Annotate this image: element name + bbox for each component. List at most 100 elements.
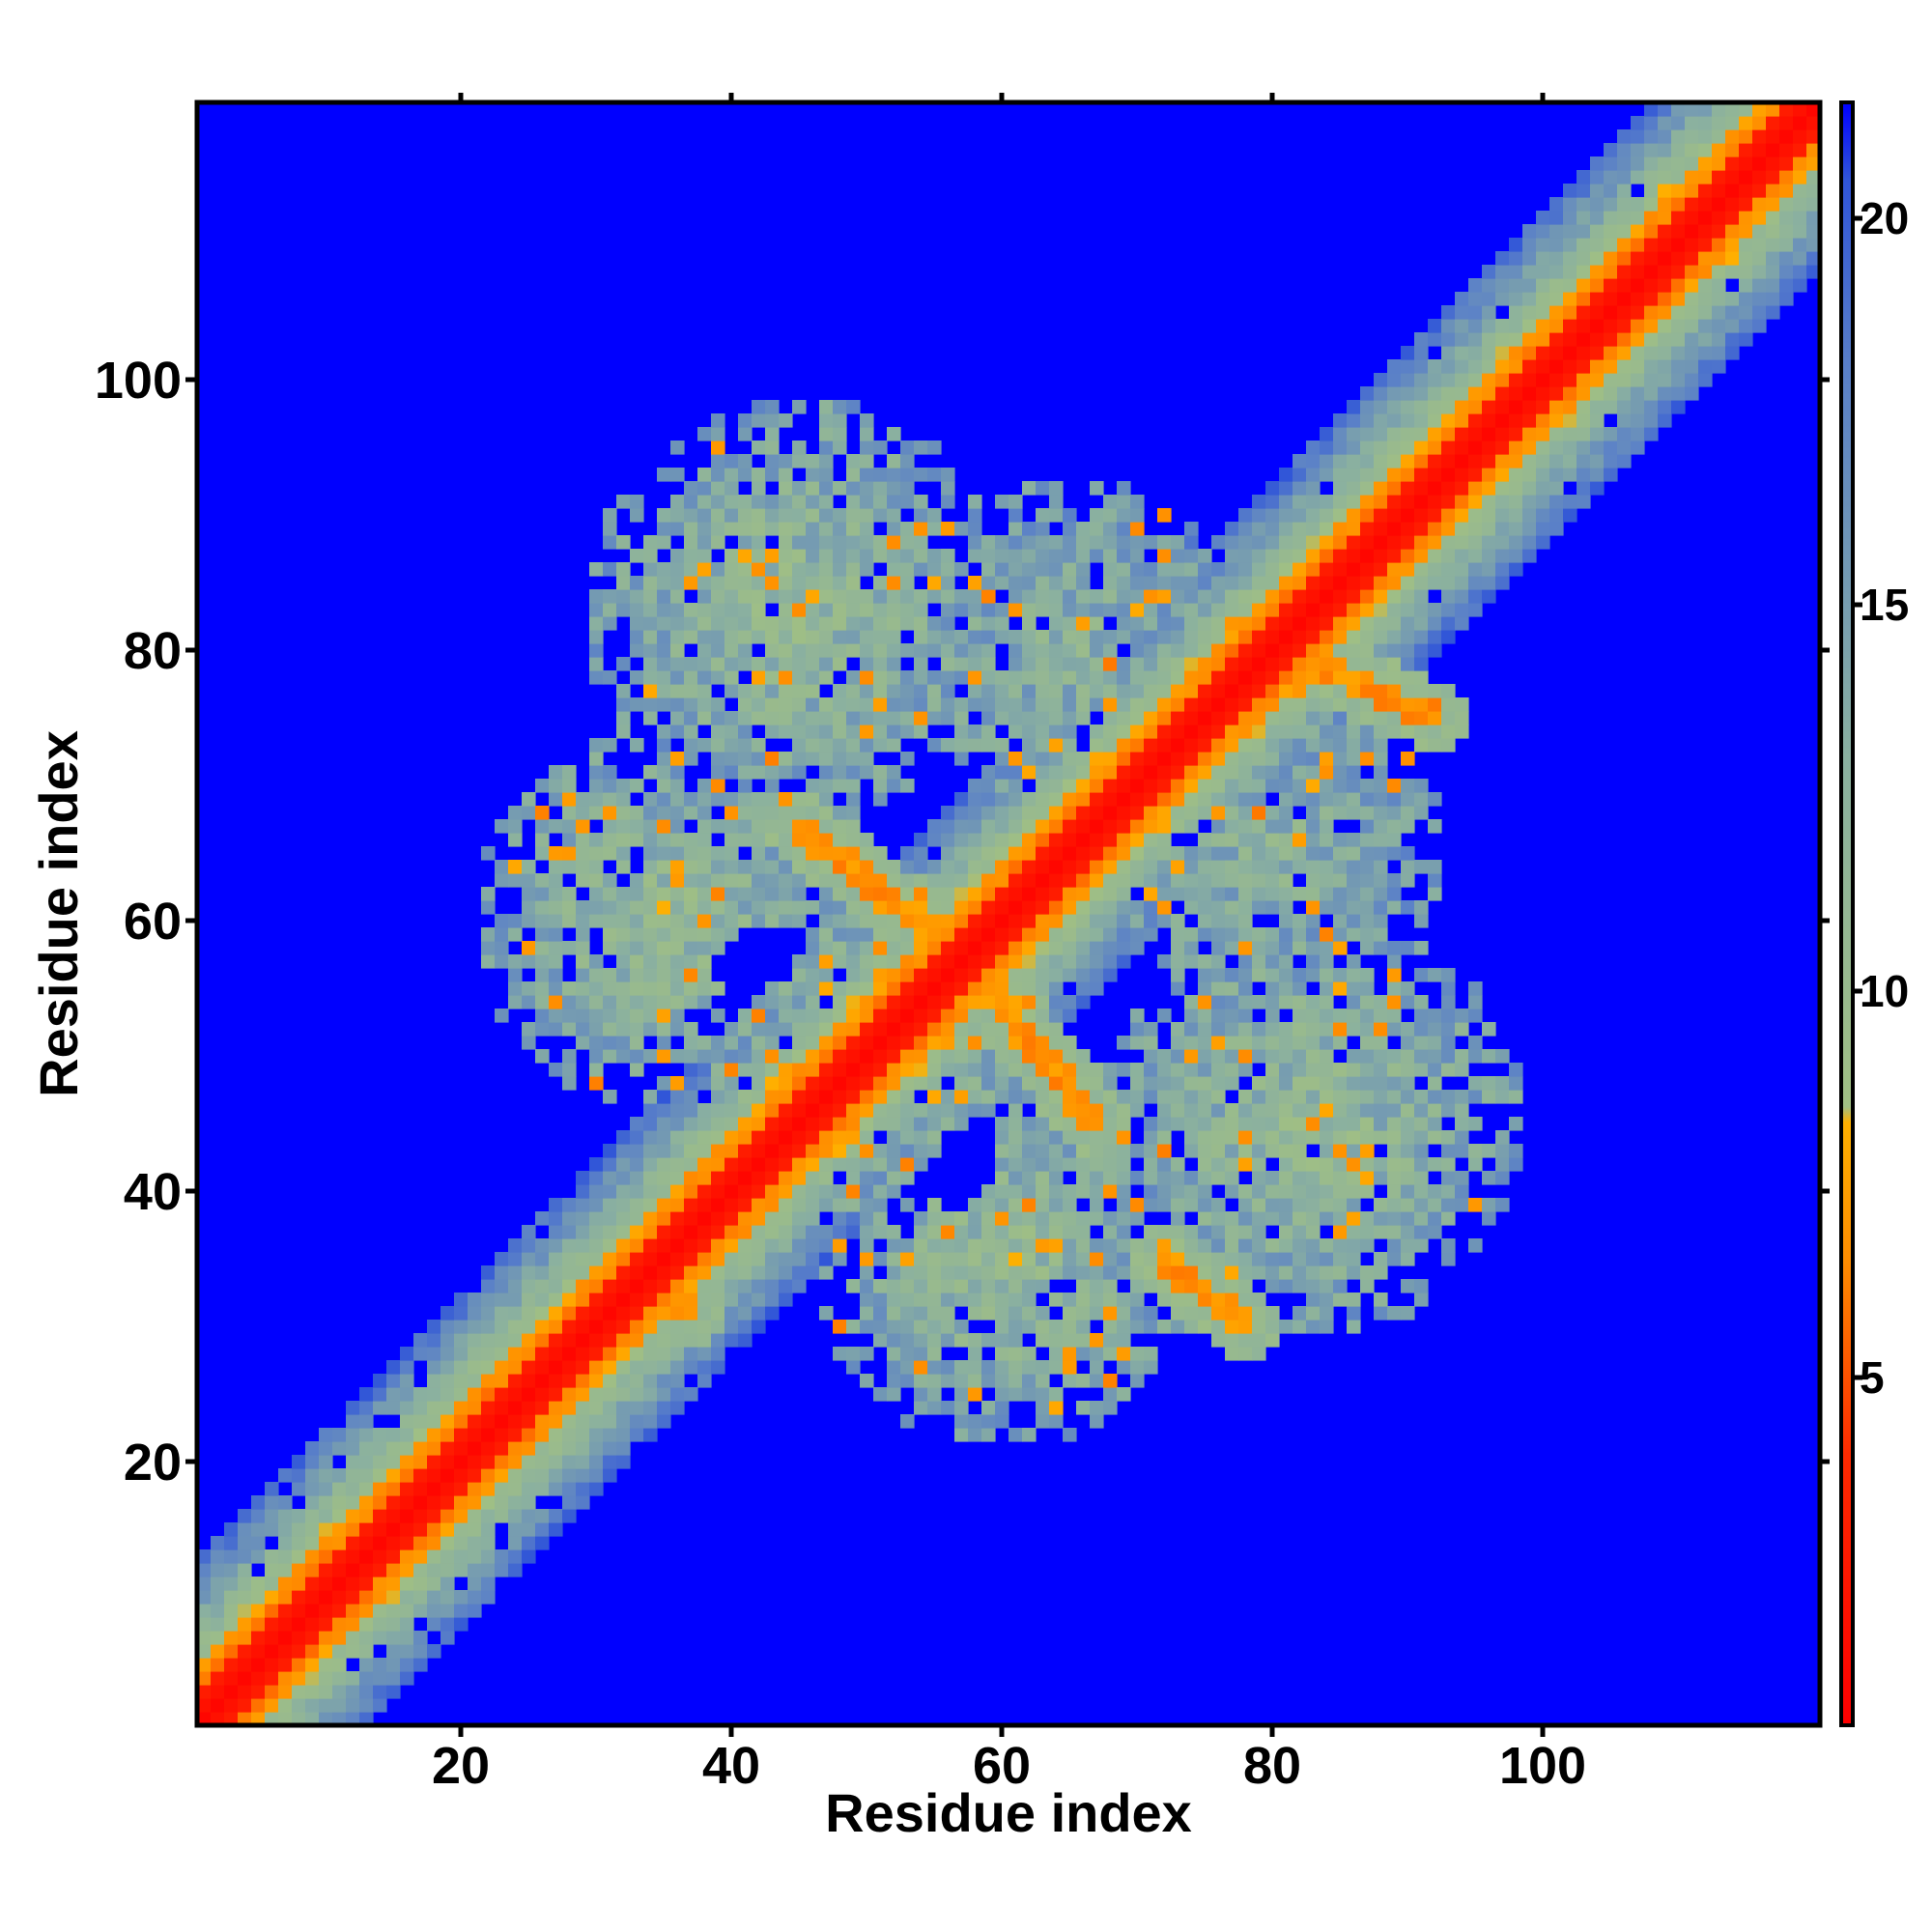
heatmap-cell (1009, 657, 1023, 671)
heatmap-cell (616, 1293, 631, 1307)
heatmap-cell (887, 670, 901, 685)
heatmap-cell (1374, 400, 1388, 414)
heatmap-cell (1184, 1265, 1199, 1280)
heatmap-cell (711, 1090, 725, 1104)
heatmap-cell (1347, 846, 1361, 861)
heatmap-cell (1387, 1225, 1402, 1239)
heatmap-cell (1238, 887, 1253, 901)
heatmap-cell (819, 752, 834, 766)
heatmap-cell (1144, 603, 1158, 617)
heatmap-cell (413, 1333, 428, 1348)
heatmap-cell (819, 873, 834, 888)
heatmap-cell (265, 1698, 279, 1713)
heatmap-cell (197, 1563, 212, 1577)
heatmap-cell (238, 1549, 252, 1564)
heatmap-cell (1293, 792, 1307, 807)
heatmap-cell (1171, 1225, 1185, 1239)
heatmap-cell (643, 1279, 658, 1293)
heatmap-cell (900, 1333, 915, 1348)
heatmap-cell (1414, 616, 1429, 631)
heatmap-cell (887, 914, 901, 928)
heatmap-cell (1401, 346, 1415, 360)
heatmap-cell (819, 1117, 834, 1131)
heatmap-cell (792, 1279, 807, 1293)
heatmap-cell (576, 941, 590, 955)
heatmap-cell (995, 1238, 1009, 1253)
heatmap-cell (887, 1293, 901, 1307)
heatmap-cell (1036, 684, 1050, 698)
heatmap-cell (251, 1617, 266, 1632)
heatmap-cell (1414, 373, 1429, 387)
heatmap-cell (1144, 1090, 1158, 1104)
heatmap-cell (535, 1279, 550, 1293)
heatmap-cell (1198, 1076, 1212, 1091)
heatmap-cell (576, 1211, 590, 1226)
heatmap-cell (995, 670, 1009, 685)
heatmap-cell (1495, 332, 1510, 347)
heatmap-cell (1401, 1063, 1415, 1077)
heatmap-cell (495, 1509, 509, 1523)
heatmap-cell (1036, 1184, 1050, 1199)
heatmap-cell (643, 1022, 658, 1037)
heatmap-cell (833, 887, 847, 901)
heatmap-cell (643, 1401, 658, 1415)
heatmap-cell (1225, 1293, 1239, 1307)
heatmap-cell (589, 1049, 604, 1064)
heatmap-cell (711, 711, 725, 725)
heatmap-cell (846, 1090, 861, 1104)
heatmap-cell (1063, 1036, 1077, 1050)
heatmap-cell (549, 779, 563, 793)
heatmap-cell (1090, 535, 1104, 550)
heatmap-cell (440, 1333, 455, 1348)
heatmap-cell (711, 508, 725, 523)
heatmap-cell (1022, 1225, 1037, 1239)
heatmap-cell (1320, 806, 1334, 820)
heatmap-cell (1604, 319, 1618, 333)
heatmap-cell (1117, 549, 1131, 563)
heatmap-cell (589, 1320, 604, 1334)
heatmap-cell (332, 1509, 347, 1523)
heatmap-cell (1401, 941, 1415, 955)
heatmap-cell (657, 1009, 671, 1023)
heatmap-cell (806, 1225, 820, 1239)
heatmap-cell (1211, 752, 1226, 766)
heatmap-cell (1171, 873, 1185, 888)
heatmap-cell (792, 1036, 807, 1050)
heatmap-cell (1522, 440, 1537, 455)
heatmap-cell (1009, 549, 1023, 563)
heatmap-cell (819, 413, 834, 428)
heatmap-cell (319, 1549, 333, 1564)
heatmap-cell (1022, 1279, 1037, 1293)
heatmap-cell (1279, 1171, 1293, 1185)
heatmap-cell (914, 1103, 928, 1118)
heatmap-cell (697, 1279, 712, 1293)
heatmap-cell (846, 1130, 861, 1145)
heatmap-cell (657, 1360, 671, 1375)
heatmap-cell (522, 1320, 536, 1334)
heatmap-cell (1293, 860, 1307, 874)
heatmap-cell (1455, 319, 1469, 333)
heatmap-cell (305, 1685, 320, 1699)
heatmap-cell (1522, 359, 1537, 374)
heatmap-cell (1211, 1049, 1226, 1064)
heatmap-cell (806, 968, 820, 982)
heatmap-cell (1238, 1198, 1253, 1212)
heatmap-cell (1333, 684, 1348, 698)
heatmap-cell (1103, 792, 1118, 807)
heatmap-cell (968, 1265, 982, 1280)
heatmap-cell (738, 522, 753, 536)
heatmap-cell (1428, 562, 1442, 577)
heatmap-cell (616, 1049, 631, 1064)
heatmap-cell (576, 806, 590, 820)
heatmap-cell (643, 860, 658, 874)
heatmap-cell (724, 468, 739, 482)
heatmap-cell (643, 954, 658, 969)
heatmap-cell (1130, 630, 1145, 644)
heatmap-cell (860, 440, 874, 455)
heatmap-cell (1049, 873, 1064, 888)
heatmap-cell (765, 806, 780, 820)
heatmap-cell (1049, 954, 1064, 969)
heatmap-cell (900, 1238, 915, 1253)
heatmap-cell (1577, 346, 1591, 360)
heatmap-cell (481, 1441, 496, 1456)
